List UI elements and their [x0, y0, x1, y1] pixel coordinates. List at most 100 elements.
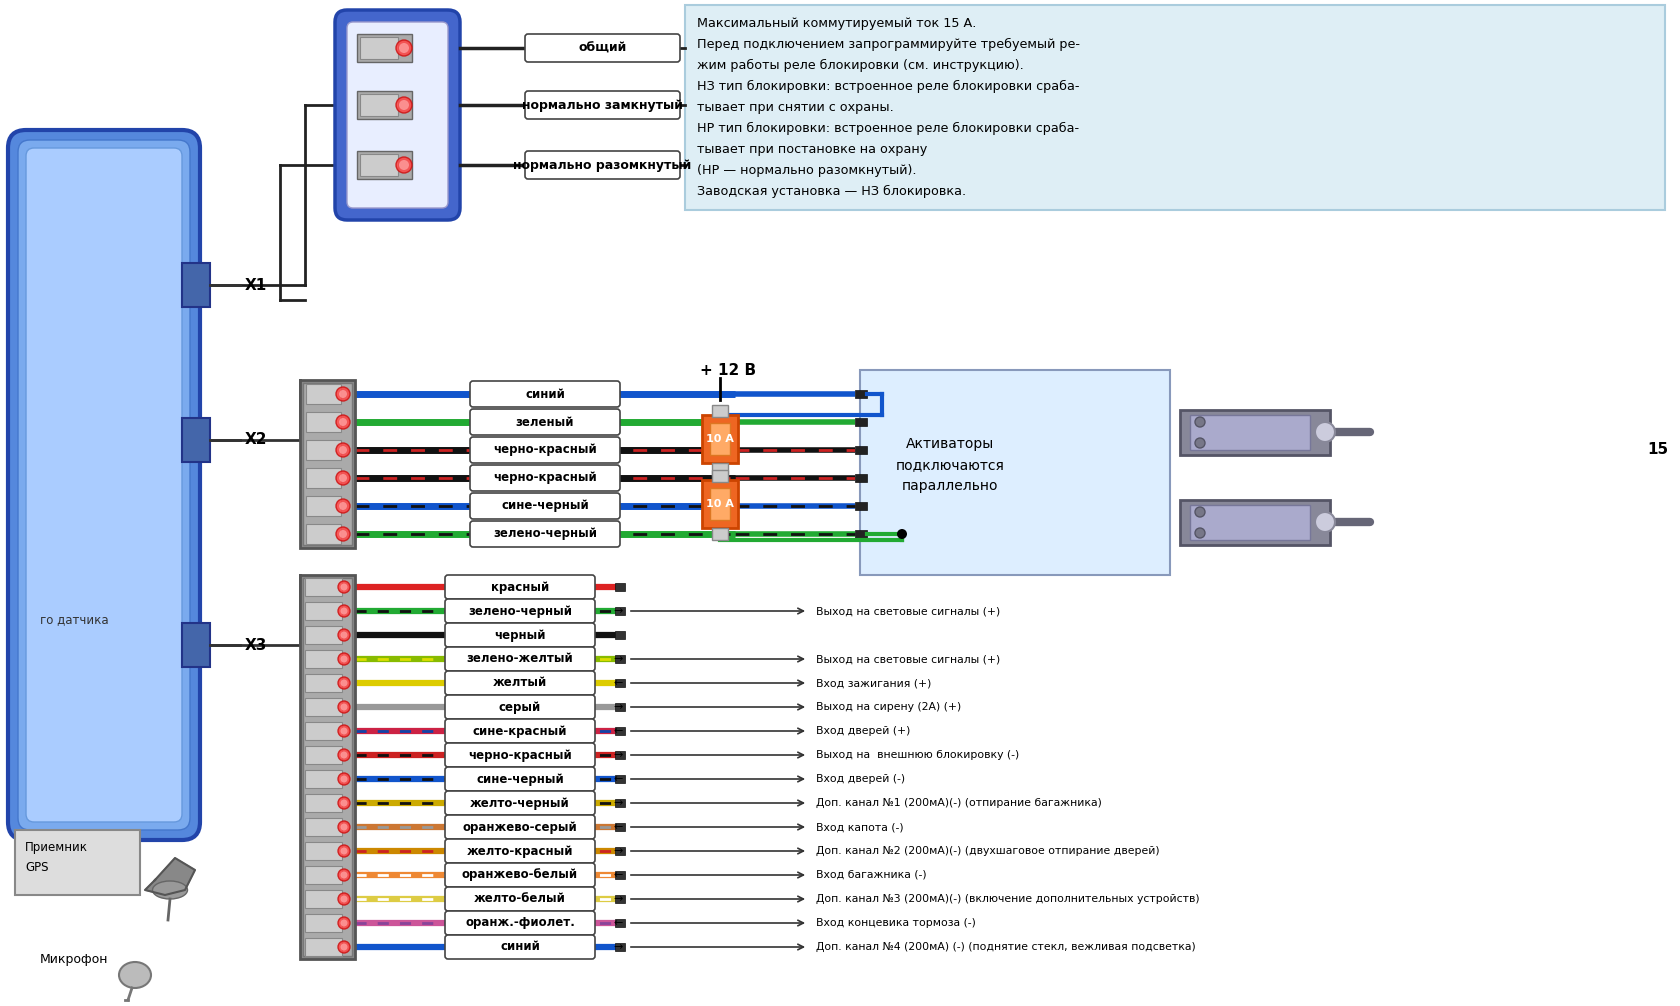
Circle shape: [338, 773, 349, 785]
Circle shape: [341, 895, 348, 902]
Text: зелено-желтый: зелено-желтый: [467, 653, 573, 666]
Ellipse shape: [153, 881, 188, 899]
Circle shape: [1194, 528, 1205, 538]
Bar: [304, 650, 341, 668]
Bar: [615, 703, 625, 711]
Circle shape: [336, 387, 349, 401]
FancyBboxPatch shape: [445, 647, 595, 671]
Circle shape: [396, 40, 412, 56]
Bar: [709, 488, 729, 520]
Circle shape: [338, 725, 349, 737]
Bar: [615, 847, 625, 855]
Text: НЗ тип блокировки: встроенное реле блокировки сраба-: НЗ тип блокировки: встроенное реле блоки…: [697, 79, 1079, 93]
Bar: [181, 623, 210, 667]
Circle shape: [339, 530, 346, 538]
Text: ←: ←: [613, 822, 623, 832]
Text: Активаторы
подключаются
параллельно: Активаторы подключаются параллельно: [895, 438, 1005, 493]
Bar: [304, 626, 341, 644]
Text: X2: X2: [245, 433, 267, 448]
Bar: [684, 5, 1663, 210]
Bar: [620, 365, 1250, 580]
Bar: [615, 607, 625, 615]
Text: нормально разомкнутый: нормально разомкнутый: [512, 159, 690, 171]
Bar: [304, 602, 341, 620]
Bar: [615, 823, 625, 831]
FancyBboxPatch shape: [346, 22, 449, 208]
Circle shape: [338, 581, 349, 593]
Text: 10 А: 10 А: [706, 499, 734, 509]
Bar: [615, 583, 625, 591]
FancyBboxPatch shape: [445, 839, 595, 863]
Text: желтый: желтый: [492, 676, 546, 689]
Bar: [615, 943, 625, 951]
Text: сине-черный: сине-черный: [501, 500, 588, 512]
FancyBboxPatch shape: [445, 935, 595, 959]
FancyBboxPatch shape: [445, 863, 595, 887]
Text: 10 А: 10 А: [706, 434, 734, 444]
Text: сине-черный: сине-черный: [475, 773, 563, 786]
Text: →: →: [613, 750, 623, 760]
Bar: [615, 799, 625, 807]
Circle shape: [396, 97, 412, 113]
Circle shape: [341, 800, 348, 807]
Circle shape: [341, 679, 348, 686]
Circle shape: [336, 471, 349, 485]
Circle shape: [338, 869, 349, 881]
Bar: [299, 380, 354, 548]
FancyBboxPatch shape: [445, 911, 595, 935]
Bar: [302, 383, 351, 545]
Bar: [615, 871, 625, 879]
Circle shape: [336, 415, 349, 429]
Bar: [860, 370, 1169, 575]
Bar: [302, 578, 351, 956]
Bar: [360, 37, 398, 59]
Text: Вход капота (-): Вход капота (-): [815, 822, 904, 832]
Text: X3: X3: [245, 638, 267, 653]
Text: зелено-черный: зелено-черный: [492, 527, 596, 540]
Text: зелено-черный: зелено-черный: [467, 605, 571, 618]
Bar: [304, 938, 341, 956]
Bar: [306, 496, 341, 516]
Bar: [304, 698, 341, 716]
Bar: [712, 405, 727, 417]
FancyBboxPatch shape: [445, 599, 595, 623]
Text: Вход багажника (-): Вход багажника (-): [815, 870, 926, 880]
Circle shape: [341, 824, 348, 831]
FancyBboxPatch shape: [445, 767, 595, 791]
Text: Вход дверей (-): Вход дверей (-): [815, 774, 904, 784]
Text: ←: ←: [613, 774, 623, 784]
Bar: [615, 631, 625, 639]
Bar: [1189, 505, 1309, 540]
Bar: [712, 463, 727, 475]
Text: зеленый: зеленый: [516, 415, 575, 429]
Circle shape: [339, 474, 346, 482]
Text: желто-красный: желто-красный: [467, 844, 573, 857]
Bar: [1189, 415, 1309, 450]
Bar: [304, 578, 341, 596]
Circle shape: [336, 527, 349, 541]
Circle shape: [341, 703, 348, 710]
Text: Выход на световые сигналы (+): Выход на световые сигналы (+): [815, 654, 1000, 664]
Text: сине-красный: сине-красный: [472, 724, 566, 737]
Bar: [1179, 500, 1329, 545]
Circle shape: [398, 160, 408, 170]
Bar: [360, 154, 398, 176]
Circle shape: [338, 701, 349, 713]
Circle shape: [338, 797, 349, 809]
Text: Заводская установка — НЗ блокировка.: Заводская установка — НЗ блокировка.: [697, 184, 966, 197]
Text: X1: X1: [245, 278, 267, 293]
Text: Доп. канал №1 (200мА)(-) (отпирание багажника): Доп. канал №1 (200мА)(-) (отпирание бага…: [815, 798, 1100, 808]
FancyBboxPatch shape: [445, 575, 595, 599]
Bar: [304, 866, 341, 884]
Text: серый: серый: [499, 700, 541, 713]
Circle shape: [398, 100, 408, 110]
Text: НР тип блокировки: встроенное реле блокировки сраба-: НР тип блокировки: встроенное реле блоки…: [697, 122, 1079, 135]
Bar: [855, 474, 867, 482]
Bar: [306, 440, 341, 460]
FancyBboxPatch shape: [470, 493, 620, 519]
Text: черно-красный: черно-красный: [492, 444, 596, 457]
Circle shape: [338, 821, 349, 833]
Text: тывает при постановке на охрану: тывает при постановке на охрану: [697, 143, 927, 156]
Text: синий: синий: [524, 387, 564, 400]
Circle shape: [338, 941, 349, 953]
